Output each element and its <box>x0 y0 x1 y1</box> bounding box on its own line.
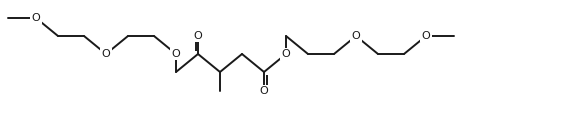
Text: O: O <box>352 31 360 41</box>
Text: O: O <box>260 86 269 96</box>
Text: O: O <box>194 31 202 41</box>
Text: O: O <box>171 49 180 59</box>
Text: O: O <box>102 49 111 59</box>
Text: O: O <box>281 49 290 59</box>
Text: O: O <box>32 13 40 23</box>
Text: O: O <box>422 31 431 41</box>
